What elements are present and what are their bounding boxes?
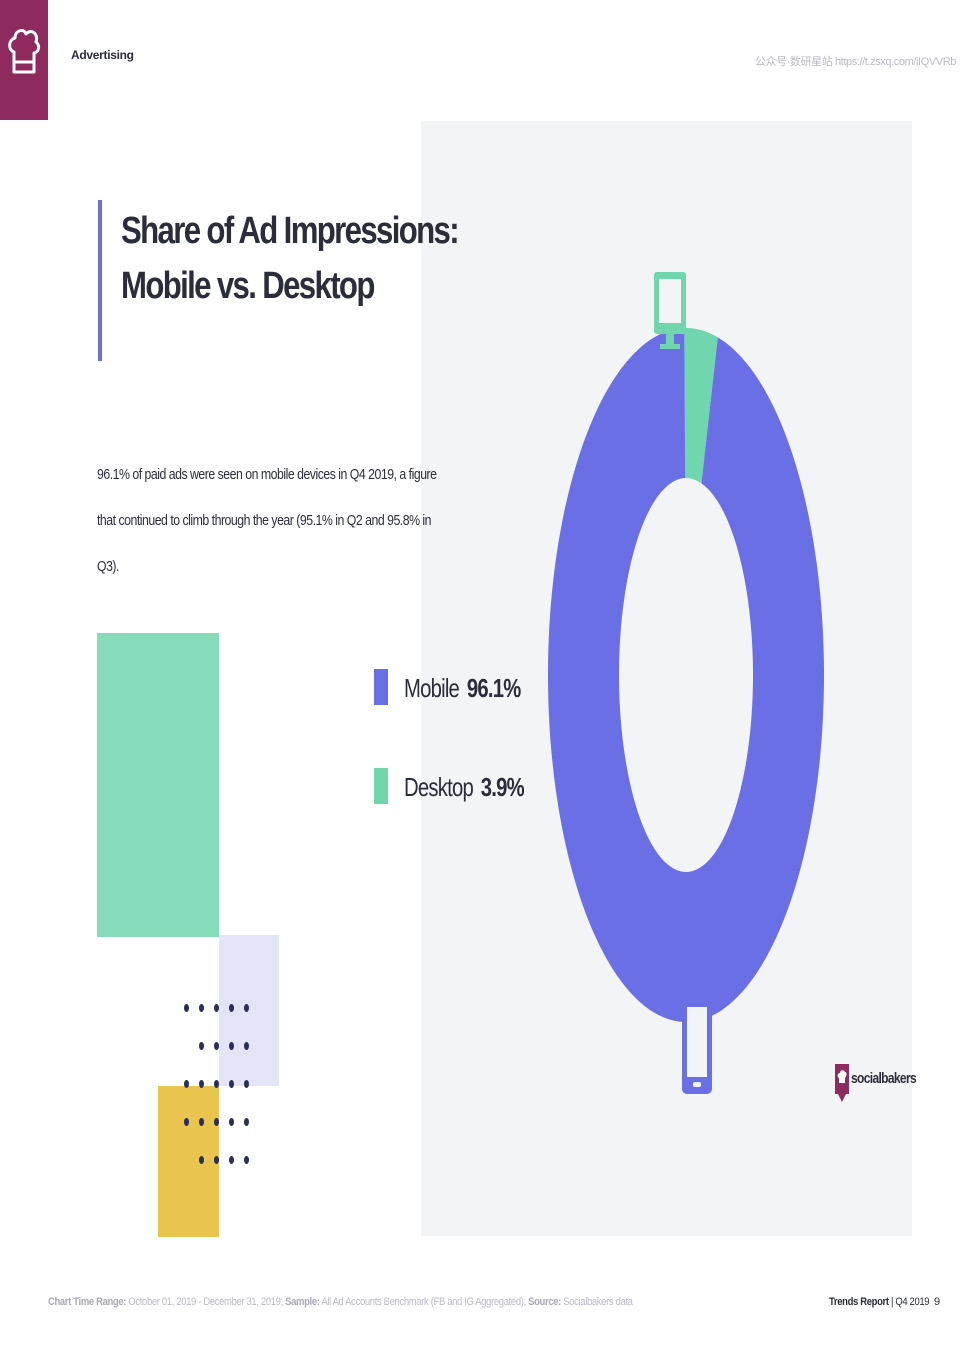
decor-dot	[184, 1080, 189, 1088]
legend-swatch-mobile	[374, 669, 388, 705]
legend-text-desktop: Desktop 3.9%	[404, 772, 525, 803]
donut-slice-desktop	[684, 328, 718, 484]
title-accent-bar	[98, 200, 102, 361]
brand-logo-box	[0, 0, 48, 120]
footer-source-label: Source:	[528, 1296, 561, 1308]
decor-dot	[199, 1118, 204, 1126]
footer-range-value: October 01, 2019 - December 31, 2019;	[128, 1296, 283, 1308]
brand-name: socialbakers	[851, 1070, 917, 1087]
decor-dot	[214, 1156, 219, 1164]
decor-dot	[244, 1080, 249, 1088]
decor-dot	[244, 1042, 249, 1050]
legend-label-mobile: Mobile	[404, 673, 460, 703]
page-title: Share of Ad Impressions: Mobile vs. Desk…	[121, 204, 460, 314]
decor-dot	[229, 1156, 234, 1164]
decor-green-block	[97, 633, 219, 937]
title-line-1: Share of Ad Impressions:	[121, 210, 460, 252]
footer-source-value: Socialbakers data	[563, 1296, 633, 1308]
section-label: Advertising	[71, 48, 134, 62]
decor-lilac-block	[219, 935, 279, 1086]
decor-dot	[184, 1004, 189, 1012]
decor-dot	[214, 1118, 219, 1126]
decor-dot	[229, 1118, 234, 1126]
donut-chart	[547, 272, 824, 1094]
legend-value-mobile: 96.1%	[466, 673, 521, 703]
decor-dot	[184, 1118, 189, 1126]
decor-dot	[214, 1004, 219, 1012]
footer-sample-value: All Ad Accounts Benchmark (FB and IG Agg…	[321, 1296, 526, 1308]
legend-text-mobile: Mobile 96.1%	[404, 673, 521, 704]
decor-dot	[199, 1004, 204, 1012]
decor-dot	[244, 1118, 249, 1126]
footer-source: Chart Time Range: October 01, 2019 - Dec…	[48, 1296, 633, 1308]
footer-report-label: Trends Report	[829, 1296, 889, 1308]
decor-dot	[244, 1156, 249, 1164]
footer-sample-label: Sample:	[285, 1296, 320, 1308]
legend-swatch-desktop	[374, 768, 388, 804]
footer-report: Trends Report | Q4 2019	[829, 1296, 930, 1308]
decor-dot	[199, 1156, 204, 1164]
smartphone-icon	[682, 998, 712, 1094]
brand-logo-icon	[835, 1064, 849, 1102]
decor-dot	[214, 1080, 219, 1088]
decor-dot	[229, 1080, 234, 1088]
title-line-2: Mobile vs. Desktop	[121, 265, 375, 307]
footer-report-period: | Q4 2019	[890, 1296, 930, 1308]
desktop-monitor-icon	[654, 272, 686, 349]
decor-dot	[229, 1042, 234, 1050]
footer-range-label: Chart Time Range:	[48, 1296, 127, 1308]
decor-dot	[199, 1080, 204, 1088]
description-text: 96.1% of paid ads were seen on mobile de…	[97, 466, 437, 575]
decor-dot	[214, 1042, 219, 1050]
decor-yellow-block	[158, 1086, 219, 1237]
watermark-note: 公众号·数研星站 https://t.zsxq.com/iIQVVRb	[754, 56, 957, 68]
legend-label-desktop: Desktop	[404, 772, 474, 802]
decor-dot	[199, 1042, 204, 1050]
legend-value-desktop: 3.9%	[480, 772, 525, 802]
donut-slice-mobile	[547, 328, 824, 1023]
decor-dot	[229, 1004, 234, 1012]
decor-dot	[244, 1004, 249, 1012]
chef-hat-icon	[8, 29, 41, 74]
page-number: 9	[934, 1296, 941, 1308]
